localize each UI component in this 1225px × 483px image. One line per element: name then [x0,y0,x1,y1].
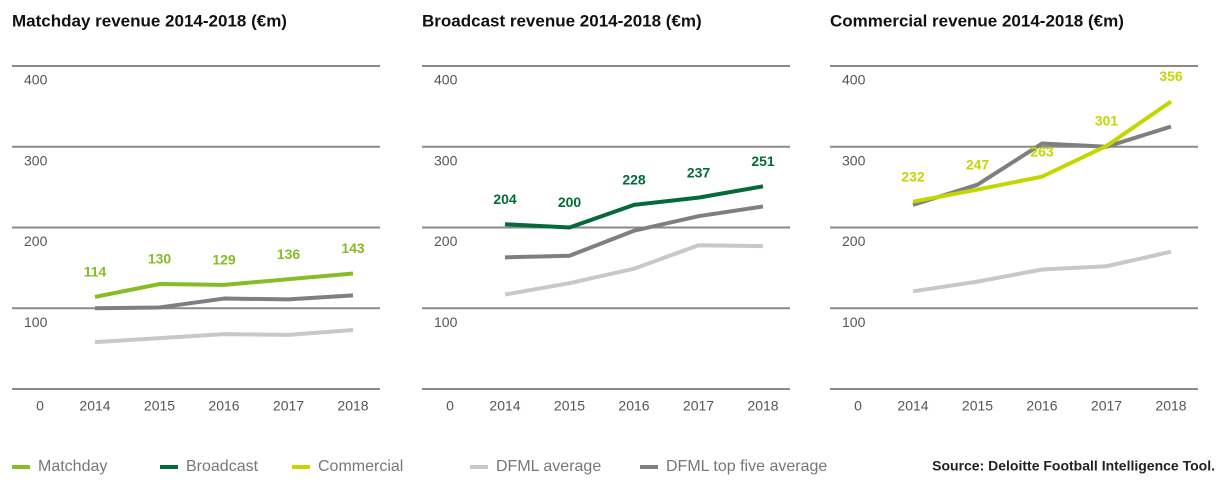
x-tick-label: 2018 [1155,398,1186,414]
x-tick-label: 2018 [747,398,778,414]
y-tick-label: 0 [36,398,44,414]
y-tick-label: 400 [842,72,866,88]
data-label: 136 [277,246,301,262]
x-tick-label: 2017 [273,398,304,414]
legend-label: Matchday [38,458,107,475]
data-label: 251 [751,153,775,169]
series-line [912,99,1173,204]
x-tick-label: 2016 [1026,398,1057,414]
data-label: 228 [622,172,646,188]
series-line [94,293,354,311]
legend-label: Broadcast [186,458,259,475]
x-tick-label: 2017 [1091,398,1122,414]
x-tick-label: 2017 [683,398,714,414]
series-line [504,204,764,260]
data-label: 129 [212,252,236,268]
series-line [94,271,354,299]
data-label: 356 [1159,68,1183,84]
series-line [912,249,1172,294]
data-label: 114 [84,264,107,280]
series-line [94,328,354,345]
x-tick-label: 2014 [489,398,520,414]
x-tick-label: 2016 [208,398,239,414]
x-tick-label: 2014 [897,398,928,414]
data-label: 130 [148,251,172,267]
y-tick-label: 300 [842,152,866,168]
data-label: 204 [493,191,517,207]
x-tick-label: 2015 [962,398,993,414]
chart-title: Broadcast revenue 2014-2018 (€m) [422,11,702,30]
data-label: 301 [1095,113,1119,129]
data-label: 247 [966,156,990,172]
y-tick-label: 300 [434,152,458,168]
y-tick-label: 200 [434,233,458,249]
x-tick-label: 2018 [337,398,368,414]
y-tick-label: 100 [24,314,48,330]
data-label: 237 [687,164,711,180]
data-label: 143 [341,240,365,256]
source: Source: Deloitte Football Intelligence T… [932,458,1215,474]
y-tick-label: 400 [434,72,458,88]
chart-title: Commercial revenue 2014-2018 (€m) [830,11,1124,30]
y-tick-label: 200 [24,233,48,249]
data-label: 200 [558,194,582,210]
data-label: 263 [1030,143,1054,159]
y-tick-label: 0 [854,398,862,414]
series-line [504,184,764,230]
y-tick-label: 200 [842,233,866,249]
x-tick-label: 2014 [79,398,110,414]
series-line [504,243,764,297]
y-tick-label: 100 [434,314,458,330]
y-tick-label: 100 [842,314,866,330]
x-tick-label: 2015 [554,398,585,414]
x-tick-label: 2015 [144,398,175,414]
chart-title: Matchday revenue 2014-2018 (€m) [12,11,287,30]
x-tick-label: 2016 [618,398,649,414]
legend-label: DFML top five average [666,458,827,475]
legend-label: Commercial [318,458,403,475]
data-label: 232 [901,168,925,184]
y-tick-label: 300 [24,152,48,168]
legend-label: DFML average [496,458,601,475]
series-line [912,124,1172,207]
y-tick-label: 400 [24,72,48,88]
y-tick-label: 0 [446,398,454,414]
